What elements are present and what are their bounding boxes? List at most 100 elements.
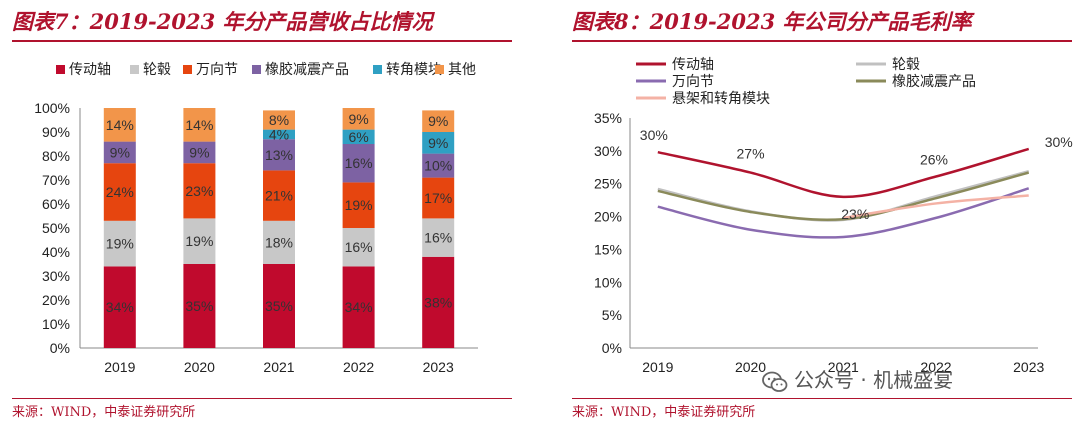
data-label: 16%	[345, 239, 373, 255]
bar-segment	[183, 264, 216, 348]
bar-segment	[103, 163, 136, 221]
bar-segment	[103, 108, 136, 142]
data-label: 9%	[428, 135, 448, 151]
source-note: 来源：WIND，中泰证券研究所	[572, 405, 756, 420]
y-tick-label: 80%	[42, 148, 70, 164]
y-tick-label: 25%	[594, 176, 622, 192]
x-tick-label: 2021	[263, 359, 294, 375]
legend-label: 转角模块	[386, 62, 442, 78]
x-tick-label: 2020	[184, 359, 215, 375]
y-tick-label: 20%	[594, 209, 622, 225]
data-label: 19%	[185, 233, 213, 249]
data-label: 30%	[640, 127, 668, 143]
bar-segment	[263, 129, 295, 140]
legend-label: 橡胶减震产品	[265, 61, 349, 78]
data-label: 38%	[424, 294, 452, 310]
data-label: 34%	[106, 299, 134, 315]
bar-segment	[183, 163, 216, 219]
data-label: 19%	[345, 197, 373, 213]
data-label: 9%	[189, 144, 209, 160]
source-divider	[12, 398, 512, 399]
bar-segment	[422, 218, 455, 257]
chart-title: 图表7：2019-2023 年分产品营收占比情况	[12, 9, 433, 34]
x-tick-label: 2020	[735, 359, 766, 375]
bar-segment	[422, 153, 455, 178]
legend-label: 万向节	[196, 62, 238, 78]
bar-segment	[342, 182, 375, 228]
watermark: 公众号 · 机械盛宴	[762, 364, 953, 393]
data-label: 35%	[265, 298, 293, 314]
data-label: 9%	[110, 144, 130, 160]
x-tick-label: 2021	[828, 359, 859, 375]
data-label: 9%	[348, 111, 368, 127]
data-label: 6%	[348, 129, 368, 145]
x-tick-label: 2023	[1013, 359, 1044, 375]
legend-label: 万向节	[672, 74, 714, 90]
x-tick-label: 2022	[343, 359, 374, 375]
x-tick-label: 2019	[642, 359, 673, 375]
legend-label: 轮毂	[143, 62, 171, 78]
y-tick-label: 60%	[42, 196, 70, 212]
bar-segment	[422, 256, 455, 348]
legend-swatch	[183, 65, 192, 74]
data-label: 17%	[424, 190, 452, 206]
x-tick-label: 2022	[920, 359, 951, 375]
data-label: 18%	[265, 234, 293, 250]
data-label: 23%	[185, 183, 213, 199]
data-label: 4%	[269, 126, 289, 142]
bar-segment	[342, 228, 375, 267]
legend-label: 悬架和转角模块	[672, 91, 770, 107]
data-label: 30%	[1045, 134, 1073, 150]
bar-segment	[183, 218, 216, 264]
revenue-share-stacked-bar-chart: 传动轴 轮毂 万向节 橡胶减震产品 转角模块 其他 0% 10% 20% 30% 40% 50% 60%…	[34, 61, 478, 375]
bar-segment	[103, 141, 136, 164]
y-tick-label: 40%	[42, 244, 70, 260]
legend-label: 轮毂	[892, 57, 920, 73]
source-note: 来源：WIND，中泰证券研究所	[12, 405, 196, 420]
bar-segment	[103, 220, 136, 267]
wechat-icon	[762, 371, 788, 392]
series-line	[657, 187, 1030, 239]
bar-segment	[342, 129, 375, 144]
y-tick-label: 100%	[34, 100, 70, 116]
data-label: 21%	[265, 188, 293, 204]
y-tick-label: 30%	[594, 143, 622, 159]
bar-segment	[263, 264, 295, 348]
data-label: 23%	[841, 206, 869, 222]
legend-swatch	[252, 65, 261, 74]
bar-segment	[103, 266, 136, 348]
bar-segment	[342, 266, 375, 348]
data-label: 13%	[265, 147, 293, 163]
y-tick-label: 70%	[42, 172, 70, 188]
y-tick-label: 5%	[602, 307, 622, 323]
data-label: 8%	[269, 112, 289, 128]
bar-segment	[422, 177, 455, 219]
data-label: 14%	[106, 117, 134, 133]
bar-segment	[183, 141, 216, 164]
chart-title: 图表8：2019-2023 年公司分产品毛利率	[572, 9, 972, 34]
gross-margin-panel: 图表8：2019-2023 年公司分产品毛利率 传动轴 轮毂万向节 橡胶减震产品悬架…	[560, 0, 1080, 425]
title-divider	[12, 40, 512, 42]
y-tick-label: 10%	[594, 274, 622, 290]
source-divider	[572, 398, 1072, 399]
data-label: 9%	[428, 113, 448, 129]
bar-segment	[342, 108, 375, 130]
data-label: 27%	[737, 146, 765, 162]
y-tick-label: 15%	[594, 241, 622, 257]
bar-segment	[263, 170, 295, 221]
legend-label: 其他	[448, 62, 476, 78]
y-tick-label: 10%	[42, 316, 70, 332]
legend-label: 传动轴	[672, 57, 714, 73]
legend-label: 传动轴	[69, 62, 111, 78]
bar-segment	[422, 132, 455, 154]
series-line	[657, 171, 1030, 222]
data-label: 10%	[424, 158, 452, 174]
legend-label: 橡胶减震产品	[892, 73, 976, 90]
data-label: 16%	[345, 155, 373, 171]
y-tick-label: 50%	[42, 220, 70, 236]
data-label: 34%	[345, 299, 373, 315]
bar-segment	[183, 108, 216, 142]
revenue-share-panel: 图表7：2019-2023 年分产品营收占比情况 传动轴 轮毂 万向节 橡胶减震产品 转…	[0, 0, 520, 425]
data-label: 14%	[185, 117, 213, 133]
